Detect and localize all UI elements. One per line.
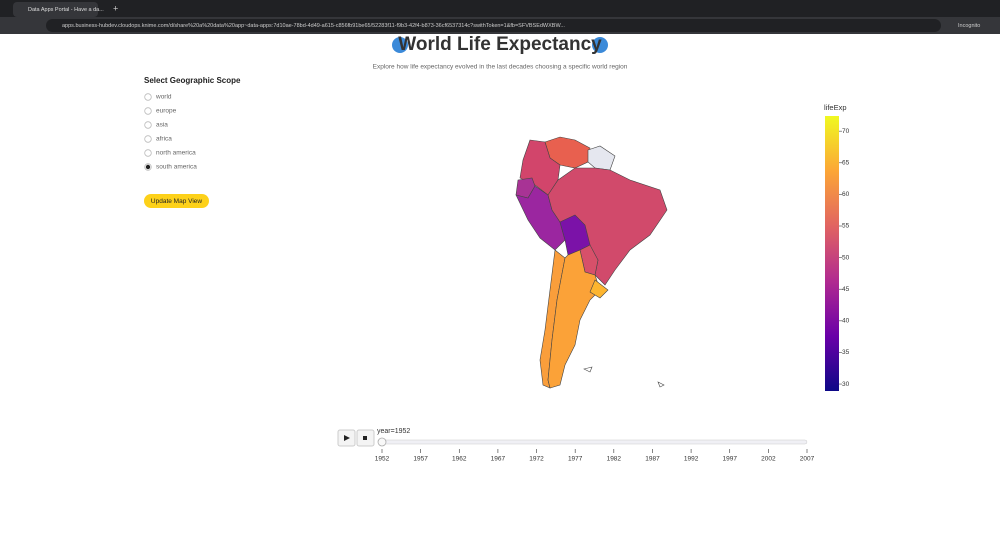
- slider-tick-label: 1997: [722, 456, 737, 463]
- radio-label: europe: [156, 108, 177, 115]
- tab[interactable]: [13, 2, 98, 17]
- island: [657, 381, 665, 388]
- page-title: World Life Expectancy: [398, 34, 602, 55]
- colorbar-tick-label: 35: [842, 349, 850, 356]
- radio-label: world: [155, 94, 172, 101]
- slider-track[interactable]: [379, 439, 808, 445]
- profile[interactable]: Incognito: [958, 23, 980, 29]
- colorbar-tick-label: 45: [842, 286, 850, 293]
- radio-label: asia: [156, 122, 168, 129]
- radio[interactable]: [144, 121, 152, 129]
- stop-icon: [363, 436, 367, 440]
- country: [587, 145, 616, 171]
- slider-tick-label: 1977: [568, 456, 583, 463]
- colorbar: [825, 116, 839, 391]
- radio-label: south america: [156, 164, 197, 171]
- colorbar-tick-label: 50: [842, 254, 850, 261]
- slider-tick-label: 2002: [761, 456, 776, 463]
- slider-tick-label: 1972: [529, 456, 544, 463]
- colorbar-tick-label: 65: [842, 160, 850, 167]
- radio[interactable]: [144, 93, 152, 101]
- colorbar-tick-label: 40: [842, 318, 850, 325]
- scope-label: Select Geographic Scope: [144, 76, 241, 85]
- slider-tick-label: 1962: [452, 456, 467, 463]
- radio[interactable]: [144, 149, 152, 157]
- play-icon: [344, 435, 350, 441]
- button-label: Update Map View: [151, 198, 202, 205]
- country: [547, 249, 601, 389]
- tab-strip: [0, 0, 1000, 17]
- tab-title: Data Apps Portal - Have a da...: [28, 7, 104, 13]
- radio-label: africa: [156, 136, 172, 143]
- colorbar-tick-label: 70: [842, 128, 850, 135]
- slider-handle[interactable]: [377, 437, 387, 447]
- subtitle: Explore how life expectancy evolved in t…: [373, 64, 628, 71]
- colorbar-tick-label: 55: [842, 223, 850, 230]
- radio[interactable]: [144, 107, 152, 115]
- slider-tick-label: 1987: [645, 456, 660, 463]
- slider-tick-label: 1952: [375, 456, 390, 463]
- radio[interactable]: [144, 135, 152, 143]
- colorbar-tick-label: 30: [842, 381, 850, 388]
- new-tab[interactable]: +: [113, 3, 118, 13]
- slider-tick-label: 2007: [800, 456, 815, 463]
- globe-icon: [392, 37, 408, 53]
- colorbar-title: lifeExp: [824, 103, 847, 112]
- update-button[interactable]: [144, 194, 209, 208]
- radio-dot: [145, 164, 151, 170]
- globe-icon: [592, 37, 608, 53]
- slider-tick-label: 1992: [684, 456, 699, 463]
- url: apps.business-hubdev.cloudops.knime.com/…: [62, 23, 565, 29]
- map: [515, 136, 668, 389]
- radio-label: north america: [156, 150, 196, 157]
- colorbar-tick-label: 60: [842, 191, 850, 198]
- slider-tick-label: 1967: [491, 456, 506, 463]
- address-bar[interactable]: [46, 19, 941, 32]
- slider-tick-label: 1957: [413, 456, 428, 463]
- country: [589, 279, 609, 299]
- slider-label: year=1952: [377, 428, 410, 435]
- slider-tick-label: 1982: [607, 456, 622, 463]
- island: [583, 366, 593, 373]
